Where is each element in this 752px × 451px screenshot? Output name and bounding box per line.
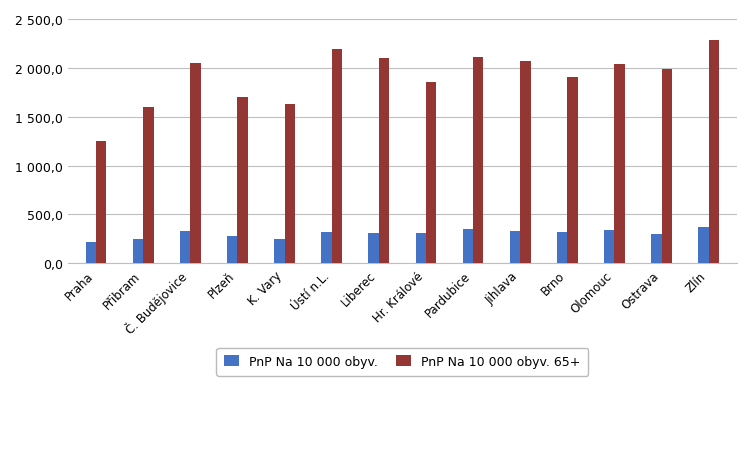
Bar [96, 142, 106, 264]
Bar [520, 62, 531, 264]
Bar [699, 227, 708, 264]
Bar [284, 105, 295, 264]
Bar [180, 231, 190, 264]
Bar [510, 231, 520, 264]
Bar [368, 234, 379, 264]
Bar [473, 58, 484, 264]
Bar [274, 239, 284, 264]
Bar [604, 230, 614, 264]
Legend: PnP Na 10 000 obyv., PnP Na 10 000 obyv. 65+: PnP Na 10 000 obyv., PnP Na 10 000 obyv.… [217, 348, 588, 376]
Bar [379, 59, 390, 264]
Bar [227, 236, 238, 264]
Bar [708, 41, 719, 264]
Bar [238, 97, 247, 264]
Bar [426, 83, 436, 264]
Bar [133, 239, 143, 264]
Bar [143, 108, 153, 264]
Bar [614, 65, 625, 264]
Bar [416, 234, 426, 264]
Bar [662, 70, 672, 264]
Bar [462, 230, 473, 264]
Bar [86, 242, 96, 264]
Bar [332, 50, 342, 264]
Bar [651, 235, 662, 264]
Bar [567, 78, 578, 264]
Bar [321, 232, 332, 264]
Bar [190, 64, 201, 264]
Bar [557, 233, 567, 264]
